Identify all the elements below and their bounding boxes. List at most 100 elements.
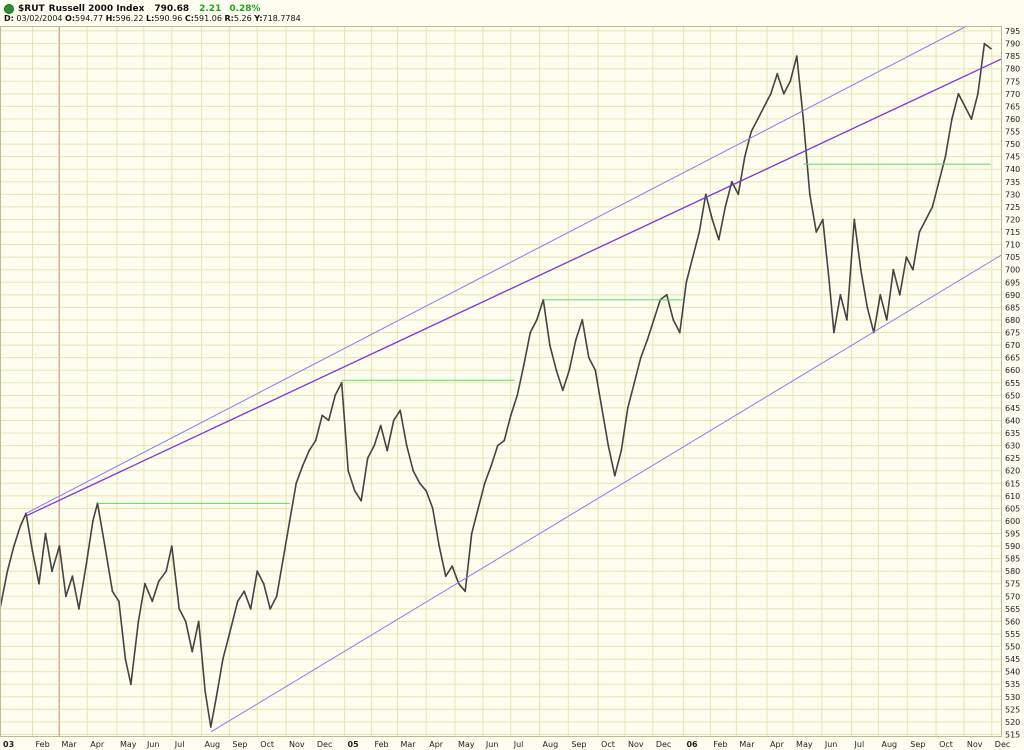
y-tick-label: 555 — [1005, 630, 1020, 639]
price-point — [490, 464, 493, 467]
price-point — [496, 444, 499, 447]
price-point — [652, 319, 655, 321]
price-point — [118, 600, 120, 603]
x-tick-label: Dec — [656, 740, 671, 749]
price-point — [639, 356, 642, 359]
price-point — [295, 482, 298, 485]
price-point — [340, 381, 343, 384]
price-point — [990, 47, 992, 50]
price-point — [853, 218, 856, 221]
price-point — [821, 218, 824, 221]
price-point — [151, 600, 154, 603]
price-point — [789, 80, 792, 83]
price-point — [275, 595, 278, 598]
price-point — [236, 600, 239, 603]
price-point — [918, 231, 921, 233]
price-point — [839, 293, 842, 296]
price-point — [399, 409, 402, 412]
x-tick-label: Aug — [881, 740, 897, 749]
price-point — [44, 532, 47, 535]
price-point — [594, 369, 597, 372]
price-point — [763, 105, 766, 108]
high-value: 596.22 — [115, 14, 144, 23]
price-point — [846, 319, 848, 321]
price-point — [222, 658, 224, 660]
price-point — [321, 414, 324, 417]
price-point — [249, 608, 252, 610]
price-point — [262, 582, 265, 585]
price-point — [379, 424, 382, 427]
y-tick-label: 605 — [1005, 504, 1020, 513]
y-tick-label: 630 — [1005, 442, 1020, 451]
y-tick-label: 570 — [1005, 592, 1020, 601]
y-tick-label: 755 — [1005, 128, 1020, 137]
price-point — [905, 256, 908, 258]
range-label: R: — [224, 14, 234, 23]
price-point — [898, 293, 901, 296]
x-tick-label: Mar — [739, 740, 755, 749]
price-point — [334, 394, 337, 397]
price-point — [970, 118, 973, 120]
price-point — [170, 545, 173, 547]
x-tick-label: Jul — [854, 740, 865, 749]
price-point — [600, 407, 603, 409]
x-tick-label: May — [458, 740, 475, 749]
y-tick-label: 720 — [1005, 215, 1020, 224]
price-point — [516, 394, 519, 397]
y-tick-label: 690 — [1005, 291, 1020, 300]
price-point — [756, 118, 759, 120]
y-tick-label: 625 — [1005, 454, 1020, 463]
y-tick-label: 705 — [1005, 253, 1020, 262]
price-point — [743, 155, 746, 158]
price-point — [157, 580, 160, 583]
price-point — [204, 690, 207, 693]
y-tick-label: 580 — [1005, 567, 1020, 576]
x-tick-label: 03 — [3, 740, 14, 749]
price-point — [228, 633, 231, 635]
price-point — [925, 218, 927, 221]
x-tick-label: Jul — [174, 740, 185, 749]
price-point — [561, 389, 564, 392]
price-point — [983, 42, 986, 45]
price-point — [938, 180, 940, 183]
y-tick-label: 730 — [1005, 190, 1020, 199]
price-point — [750, 130, 753, 133]
price-point — [944, 155, 947, 158]
low-label: L: — [146, 14, 155, 23]
x-tick-label: Oct — [601, 740, 615, 749]
price-point — [38, 582, 40, 585]
price-point — [353, 489, 356, 492]
x-tick-label: Sep — [571, 740, 586, 749]
x-tick-label: Jul — [513, 740, 524, 749]
price-point — [165, 570, 168, 573]
price-point — [31, 550, 34, 552]
x-tick-label: Mar — [62, 740, 78, 749]
trendline-line — [25, 58, 1003, 517]
x-tick-label: Nov — [289, 740, 305, 749]
x-tick-label: Apr — [90, 740, 105, 749]
price-point — [931, 206, 934, 208]
price-point — [137, 620, 140, 623]
y-tick-label: 685 — [1005, 303, 1020, 312]
price-point — [529, 331, 532, 334]
price-point — [717, 238, 720, 241]
symbol: $RUT — [18, 3, 45, 14]
y-tick-label: 535 — [1005, 680, 1020, 689]
price-point — [795, 55, 798, 57]
y-tick-label: 515 — [1005, 730, 1020, 739]
price-point — [13, 545, 15, 547]
price-point — [691, 256, 694, 258]
x-tick-label: Apr — [770, 740, 785, 749]
price-point — [665, 293, 668, 296]
price-point — [58, 545, 61, 547]
price-point — [977, 92, 979, 95]
price-point — [802, 118, 805, 120]
y-tick-label: 525 — [1005, 705, 1020, 714]
x-tick-label: Sep — [232, 740, 247, 749]
price-point — [685, 281, 688, 284]
price-point — [626, 407, 629, 409]
price-point — [503, 439, 506, 442]
price-point — [243, 590, 246, 593]
index-name: Russell 2000 Index — [48, 3, 145, 14]
